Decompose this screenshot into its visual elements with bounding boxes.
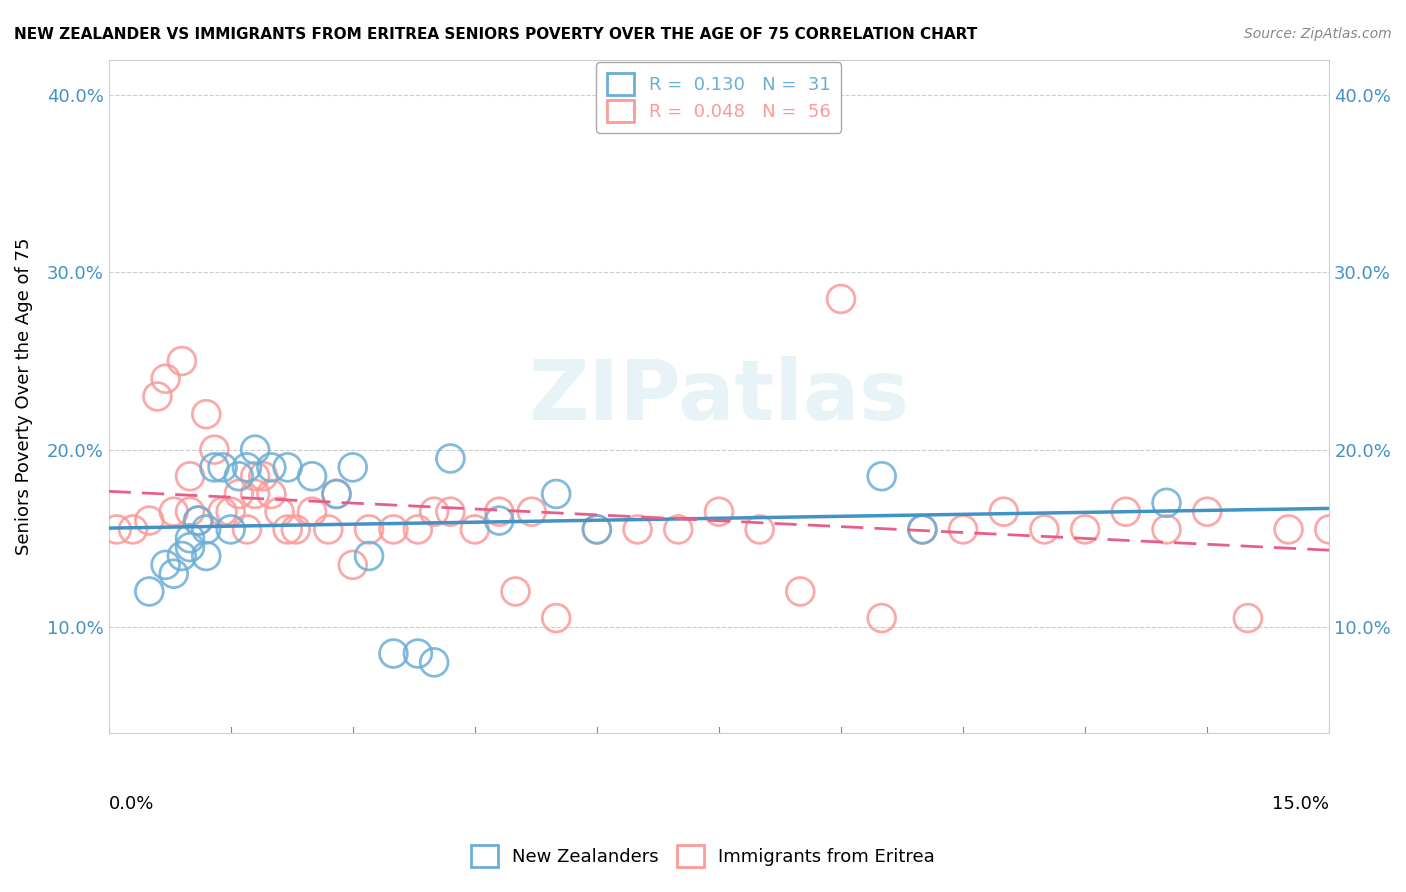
Point (179, 531, 201, 545)
Point (146, 389, 169, 403)
Point (586, 523, 609, 537)
Point (179, 505, 201, 519)
Point (1074, 523, 1097, 537)
Point (586, 523, 609, 537)
Point (155, 558, 177, 572)
Point (179, 540, 201, 554)
Point (357, 523, 380, 537)
Point (138, 584, 160, 599)
Point (260, 460, 283, 475)
Point (269, 505, 291, 519)
Y-axis label: Seniors Poverty Over the Age of 75: Seniors Poverty Over the Age of 75 (15, 237, 32, 555)
Point (993, 505, 1015, 519)
Point (105, 523, 128, 537)
Point (325, 487, 347, 501)
Point (243, 469, 266, 483)
Point (284, 523, 307, 537)
Point (789, 584, 811, 599)
Point (155, 372, 177, 386)
Point (170, 354, 193, 368)
Point (1156, 523, 1178, 537)
Point (219, 505, 242, 519)
Point (1156, 496, 1178, 510)
Point (952, 523, 974, 537)
Point (870, 611, 893, 625)
Point (406, 523, 429, 537)
Point (666, 523, 689, 537)
Point (228, 469, 250, 483)
Point (546, 611, 568, 625)
Point (211, 460, 233, 475)
Point (122, 523, 145, 537)
Point (211, 505, 233, 519)
Point (911, 523, 934, 537)
Point (488, 514, 510, 528)
Point (1237, 611, 1260, 625)
Point (260, 487, 283, 501)
Point (195, 523, 218, 537)
Point (236, 523, 259, 537)
Point (138, 514, 160, 528)
Point (1033, 523, 1056, 537)
Point (382, 647, 405, 661)
Point (342, 460, 364, 475)
Legend: New Zealanders, Immigrants from Eritrea: New Zealanders, Immigrants from Eritrea (464, 838, 942, 874)
Point (342, 558, 364, 572)
Point (187, 514, 209, 528)
Point (163, 566, 186, 581)
Point (236, 460, 259, 475)
Point (464, 523, 486, 537)
Point (195, 549, 218, 563)
Point (228, 487, 250, 501)
Point (439, 451, 461, 466)
Point (748, 523, 770, 537)
Text: ZIPatlas: ZIPatlas (529, 356, 910, 437)
Point (357, 549, 380, 563)
Point (195, 407, 218, 421)
Point (488, 505, 510, 519)
Point (707, 505, 730, 519)
Point (202, 460, 225, 475)
Point (219, 523, 242, 537)
Text: NEW ZEALANDER VS IMMIGRANTS FROM ERITREA SENIORS POVERTY OVER THE AGE OF 75 CORR: NEW ZEALANDER VS IMMIGRANTS FROM ERITREA… (14, 27, 977, 42)
Point (626, 523, 648, 537)
Point (179, 469, 201, 483)
Point (301, 469, 323, 483)
Point (277, 523, 299, 537)
Point (505, 584, 527, 599)
Point (325, 487, 347, 501)
Text: 15.0%: 15.0% (1272, 796, 1329, 814)
Point (1197, 505, 1219, 519)
Point (870, 469, 893, 483)
Point (911, 523, 934, 537)
Point (252, 469, 274, 483)
Point (243, 487, 266, 501)
Legend: R =  0.130   N =  31, R =  0.048   N =  56: R = 0.130 N = 31, R = 0.048 N = 56 (596, 62, 841, 133)
Point (277, 460, 299, 475)
Point (406, 647, 429, 661)
Point (318, 523, 340, 537)
Point (202, 442, 225, 457)
Point (439, 505, 461, 519)
Point (423, 656, 446, 670)
Point (163, 505, 186, 519)
Point (243, 442, 266, 457)
Point (301, 505, 323, 519)
Point (1115, 505, 1137, 519)
Point (1317, 523, 1340, 537)
Text: Source: ZipAtlas.com: Source: ZipAtlas.com (1244, 27, 1392, 41)
Point (830, 292, 852, 306)
Point (170, 549, 193, 563)
Point (423, 505, 446, 519)
Point (520, 505, 543, 519)
Point (546, 487, 568, 501)
Text: 0.0%: 0.0% (108, 796, 155, 814)
Point (1277, 523, 1299, 537)
Point (382, 523, 405, 537)
Point (187, 514, 209, 528)
